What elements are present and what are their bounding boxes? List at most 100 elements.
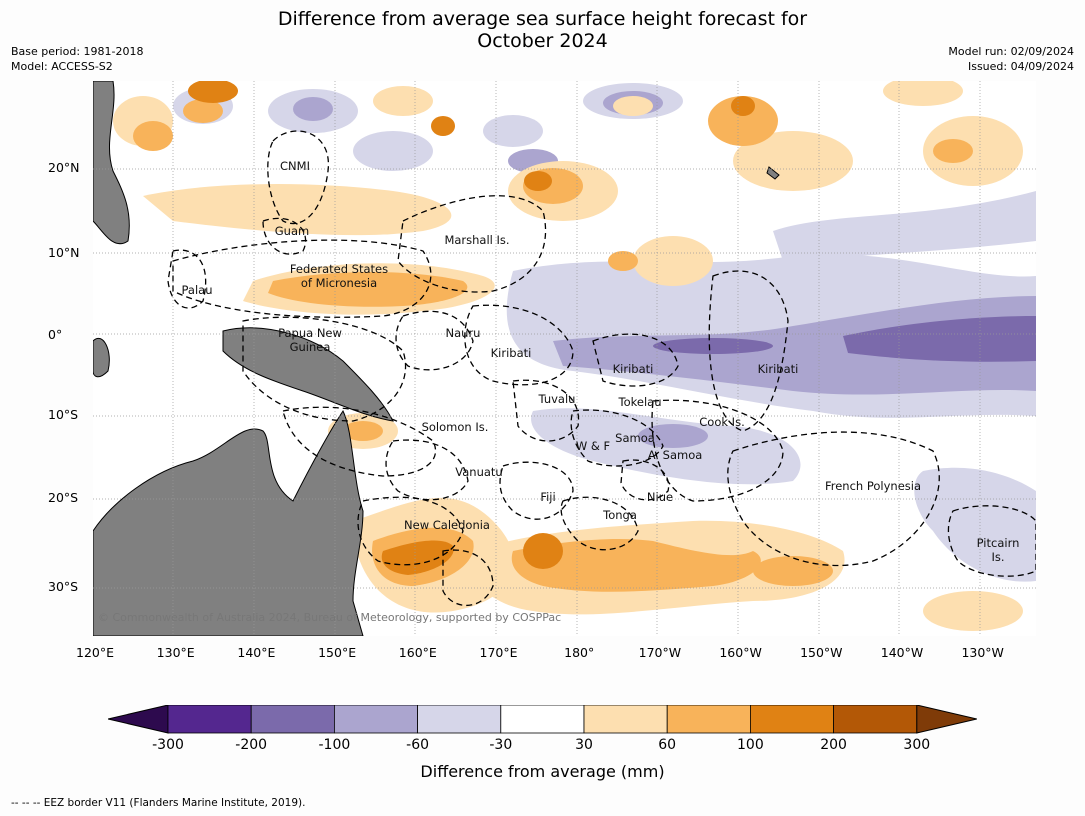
colorbar-segment (583, 705, 668, 734)
eez-borders (167, 130, 1036, 607)
label-fiji: Fiji (540, 490, 556, 504)
eez-niue (620, 459, 670, 501)
graticule (93, 81, 1036, 636)
label-marshall: Marshall Is. (444, 233, 510, 247)
colorbar-segment (417, 705, 502, 734)
colorbar-extend-high (916, 705, 977, 734)
colorbar-tick: 200 (820, 737, 847, 753)
label-asamoa: A. Samoa (647, 448, 703, 462)
longitude-tick: 120°E (75, 645, 115, 660)
colorbar-tick: 60 (658, 737, 677, 753)
model-run: Model run: 02/09/2024 (948, 45, 1074, 58)
label-kiribati-west: Kiribati (490, 346, 532, 360)
label-png-line1: Papua New (278, 326, 342, 340)
latitude-tick: 20°N (48, 160, 80, 175)
eez-new-caledonia (357, 496, 464, 566)
latitude-tick: 10°S (48, 407, 79, 422)
label-samoa: Samoa (615, 431, 655, 445)
model-name: Model: ACCESS-S2 (11, 60, 113, 73)
label-pitcairn-line1: Pitcairn (976, 536, 1020, 550)
eez-nauru (395, 310, 474, 371)
colorbar-tick: -30 (489, 737, 513, 753)
map-panel[interactable]: CNMI Guam Marshall Is. Palau Federated S… (93, 81, 1036, 636)
longitude-tick: 160°E (398, 645, 437, 660)
eez-footnote: -- -- -- EEZ border V11 (Flanders Marine… (11, 797, 306, 809)
colorbar-tick: -100 (318, 737, 351, 753)
land-masses (93, 81, 780, 636)
colorbar-extend-low (108, 705, 169, 734)
eez-palau (167, 249, 207, 309)
copyright-note: © Commonwealth of Australia 2024, Bureau… (98, 611, 562, 624)
colorbar-tick: 30 (575, 737, 593, 753)
philippines (93, 81, 130, 244)
eez-kiribati-west (464, 304, 574, 386)
eez-french-polynesia (727, 431, 940, 567)
map-title: Difference from average sea surface heig… (0, 8, 1085, 52)
eez-pitcairn (947, 505, 1036, 577)
label-fsm-line1: Federated States (289, 262, 389, 276)
colorbar-tick: -60 (406, 737, 430, 753)
label-wf: W & F (575, 439, 611, 453)
label-cook: Cook Is. (699, 415, 745, 429)
eez-tonga (560, 496, 639, 551)
longitude-tick: 130°E (156, 645, 195, 660)
colorbar (108, 705, 977, 734)
label-png-line2: Guinea (289, 340, 331, 354)
colorbar-segment (167, 705, 252, 734)
colorbar-segment (666, 705, 751, 734)
latitude-tick: 20°S (48, 490, 79, 505)
eez-vanuatu (385, 439, 469, 501)
colorbar-segment (750, 705, 835, 734)
colorbar-segment (333, 705, 418, 734)
label-niue: Niue (646, 490, 674, 504)
colorbar-tick: 300 (903, 737, 931, 753)
colorbar-segment (833, 705, 918, 734)
longitude-tick: 150°W (800, 645, 843, 660)
australia (93, 410, 364, 636)
longitude-tick: 140°W (880, 645, 924, 660)
longitude-tick: 140°E (237, 645, 276, 660)
eez-wf-samoa (570, 409, 664, 467)
label-fsm: Federated States of Micronesia (290, 262, 388, 290)
colorbar-segment (250, 705, 335, 734)
label-png: Papua New Guinea (278, 326, 342, 354)
title-line-2: October 2024 (477, 30, 608, 52)
label-cnmi: CNMI (280, 159, 310, 173)
label-guam: Guam (274, 224, 310, 238)
label-solomon: Solomon Is. (421, 420, 489, 434)
label-tokelau: Tokelau (618, 395, 662, 409)
eez-guam (262, 217, 307, 255)
latitude-tick: 10°N (48, 245, 80, 260)
anomaly-field (93, 81, 1036, 636)
label-tuvalu: Tuvalu (538, 392, 576, 406)
colorbar-tick: -300 (152, 737, 184, 753)
eez-solomon (282, 406, 437, 477)
label-pitcairn: Pitcairn Is. (977, 536, 1020, 564)
colorbar-label: Difference from average (mm) (420, 762, 665, 781)
base-period: Base period: 1981-2018 (11, 45, 144, 58)
label-kiribati-central: Kiribati (612, 362, 654, 376)
label-french-polynesia: French Polynesia (824, 479, 922, 493)
strong-positive-shading (188, 81, 755, 575)
longitude-tick: 150°E (318, 645, 357, 660)
label-kiribati-east: Kiribati (757, 362, 799, 376)
label-palau: Palau (181, 283, 213, 297)
label-nauru: Nauru (445, 326, 481, 340)
model-info: Base period: 1981-2018 Model: ACCESS-S2 (11, 44, 143, 74)
hawaii (766, 166, 780, 180)
longitude-tick: 130°W (961, 645, 1004, 660)
label-tonga: Tonga (603, 508, 637, 522)
latitude-tick: 30°S (48, 579, 79, 594)
longitude-tick: 170°W (638, 645, 682, 660)
label-fsm-line2: of Micronesia (300, 276, 378, 290)
colorbar-tick: -200 (235, 737, 268, 753)
negative-anomaly-shading (173, 83, 1036, 582)
eez-kiribati-central (592, 333, 679, 387)
eez-fiji (499, 461, 574, 520)
title-line-1: Difference from average sea surface heig… (277, 8, 808, 30)
longitude-tick: 170°E (479, 645, 518, 660)
run-info: Model run: 02/09/2024 Issued: 04/09/2024 (948, 44, 1074, 74)
issued-date: Issued: 04/09/2024 (967, 60, 1074, 73)
borneo (93, 338, 110, 378)
eez-kermadec (442, 549, 494, 607)
